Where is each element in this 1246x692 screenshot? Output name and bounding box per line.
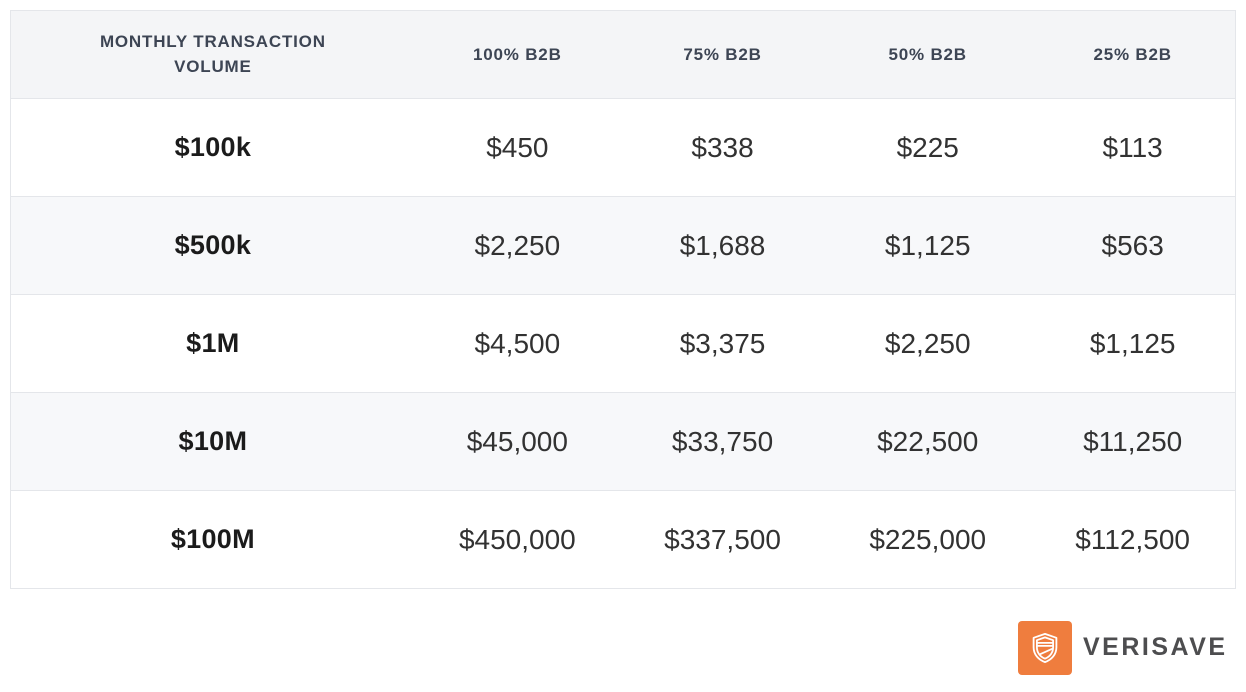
table-cell: $337,500 bbox=[664, 523, 781, 555]
shield-icon bbox=[1018, 620, 1072, 675]
table-cell: $33,750 bbox=[671, 425, 774, 457]
table-cell: $450,000 bbox=[458, 523, 576, 555]
table-row: $100M $450,000 $337,500 $225,000 $112,50… bbox=[10, 490, 1236, 589]
table-cell: $4,500 bbox=[474, 327, 561, 359]
brand-name: VERISAVE bbox=[1083, 633, 1228, 661]
table-header-row: MONTHLY TRANSACTION VOLUME 100% B2B 75% … bbox=[10, 10, 1236, 99]
table-row: $100k $450 $338 $225 $113 bbox=[10, 98, 1236, 197]
table-cell: $45,000 bbox=[466, 425, 568, 457]
table-row: $500k $2,250 $1,688 $1,125 $563 bbox=[10, 196, 1236, 295]
table-cell: $450 bbox=[486, 131, 549, 163]
table-row: $10M $45,000 $33,750 $22,500 $11,250 bbox=[10, 392, 1236, 491]
row-label: $100M bbox=[170, 524, 255, 554]
column-header-50-b2b: 50% B2B bbox=[888, 44, 967, 64]
table-cell: $225 bbox=[896, 131, 959, 163]
column-header-75-b2b: 75% B2B bbox=[683, 44, 762, 64]
table-cell: $112,500 bbox=[1075, 523, 1191, 555]
row-label: $100k bbox=[174, 132, 252, 162]
table-cell: $1,125 bbox=[1089, 327, 1176, 359]
table-cell: $338 bbox=[691, 131, 754, 163]
table-cell: $11,250 bbox=[1083, 425, 1183, 457]
savings-table: MONTHLY TRANSACTION VOLUME 100% B2B 75% … bbox=[10, 10, 1236, 589]
row-label: $10M bbox=[178, 426, 248, 456]
column-header-25-b2b: 25% B2B bbox=[1093, 44, 1172, 64]
table-cell: $22,500 bbox=[877, 425, 979, 457]
column-header-volume-label: MONTHLY TRANSACTION VOLUME bbox=[99, 31, 326, 76]
table-cell: $2,250 bbox=[884, 327, 971, 359]
table-row: $1M $4,500 $3,375 $2,250 $1,125 bbox=[10, 294, 1236, 393]
row-label: $1M bbox=[186, 328, 240, 358]
table-cell: $3,375 bbox=[679, 327, 766, 359]
column-header-volume: MONTHLY TRANSACTION VOLUME bbox=[11, 11, 415, 99]
table-cell: $563 bbox=[1101, 229, 1164, 261]
table-cell: $2,250 bbox=[474, 229, 561, 261]
column-header-100-b2b: 100% B2B bbox=[473, 44, 562, 64]
table-cell: $1,125 bbox=[884, 229, 971, 261]
verisave-logo: VERISAVE bbox=[1018, 620, 1228, 675]
table-cell: $225,000 bbox=[869, 523, 987, 555]
row-label: $500k bbox=[174, 230, 252, 260]
table-cell: $1,688 bbox=[679, 229, 766, 261]
table-cell: $113 bbox=[1102, 131, 1163, 163]
